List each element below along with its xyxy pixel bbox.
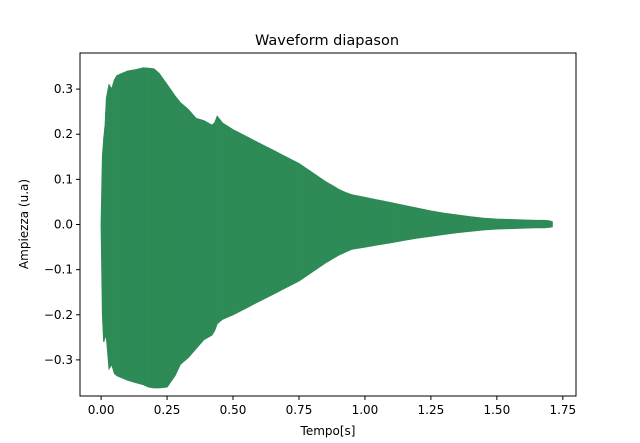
chart-title: Waveform diapason <box>255 33 399 49</box>
y-tick-label: 0.3 <box>54 82 73 96</box>
x-tick-label: 0.25 <box>154 403 181 417</box>
y-axis: 0.3 0.2 0.1 0.0 −0.1 −0.2 −0.3 <box>44 82 80 367</box>
x-tick-label: 0.75 <box>286 403 313 417</box>
x-tick-label: 1.00 <box>352 403 379 417</box>
x-tick-label: 1.25 <box>418 403 445 417</box>
waveform-oscillation-0 <box>101 67 553 388</box>
y-tick-label: 0.2 <box>54 127 73 141</box>
plot-area <box>100 67 553 389</box>
y-tick-label: −0.2 <box>44 308 73 322</box>
x-axis-label: Tempo[s] <box>300 424 356 438</box>
y-tick-label: −0.1 <box>44 263 73 277</box>
y-tick-label: −0.3 <box>44 353 73 367</box>
y-tick-label: 0.1 <box>54 172 73 186</box>
y-tick-label: 0.0 <box>54 218 73 232</box>
y-axis-label: Ampiezza (u.a) <box>17 179 31 269</box>
x-tick-label: 0.50 <box>220 403 247 417</box>
x-axis: 0.00 0.25 0.50 0.75 1.00 1.25 1.50 1.75 <box>88 396 576 417</box>
x-tick-label: 1.75 <box>549 403 576 417</box>
x-tick-label: 0.00 <box>88 403 115 417</box>
x-tick-label: 1.50 <box>483 403 510 417</box>
